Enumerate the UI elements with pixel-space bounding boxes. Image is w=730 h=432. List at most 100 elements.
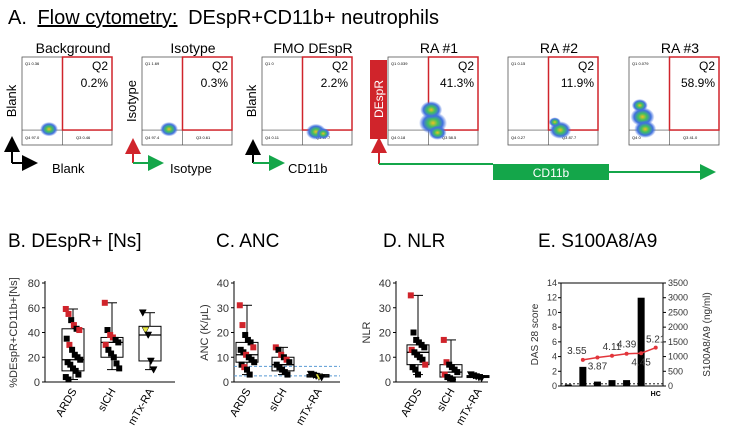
panel-title: E. S100A8/A9 (538, 231, 657, 252)
bar (608, 380, 616, 386)
data-point (113, 360, 120, 367)
panel-title: C. ANC (216, 231, 279, 252)
data-point (251, 359, 258, 366)
data-point (77, 356, 84, 363)
das-point (580, 357, 585, 362)
bar (564, 384, 572, 386)
das-value-label: 4.11 (603, 342, 622, 353)
data-point (146, 357, 155, 365)
x-category-label: ARDS (228, 387, 254, 419)
flow-q2-percent: 58.9% (681, 76, 715, 90)
y-tick-label-right: 2000 (668, 322, 688, 332)
flow-q4-readout: Q4 0.27 (511, 135, 526, 140)
data-point (317, 374, 326, 382)
data-point (454, 369, 461, 376)
cd11b-axis-box (493, 164, 609, 180)
data-point (104, 327, 111, 334)
flow-panel-title: RA #1 (420, 40, 458, 56)
y-tick-label: 60 (28, 303, 40, 315)
data-point (116, 365, 123, 372)
flow-q1-readout: Q1 0.079 (632, 61, 649, 66)
data-point (412, 366, 419, 373)
flow-q3-readout: Q3 0.46 (76, 135, 91, 140)
flow-panel-5: RA #2Q2 11.9% Q1 0.15 Q4 0.27 Q3 87.7 (507, 40, 599, 146)
das-line (582, 346, 656, 361)
flow-axis-fmo: CD11b (245, 139, 328, 176)
y-tick-label: 20 (28, 352, 40, 364)
y-tick-label: 40 (379, 278, 391, 290)
data-point (69, 346, 76, 353)
y-tick-label-right: 1000 (668, 352, 688, 362)
data-point (250, 344, 257, 351)
y-tick-label-right: 3000 (668, 293, 688, 303)
flow-event-cloud (316, 127, 331, 140)
chart-e: E. S100A8/A9 0 2 4 6 8 10 12 14 0 500 1000 1500 2000 2… (530, 231, 713, 398)
bar (637, 297, 645, 386)
hc-label: HC (651, 391, 661, 398)
flow-q2-label: Q2 (458, 59, 474, 73)
flow-x-label-isotype: Isotype (170, 161, 212, 176)
data-point (239, 322, 246, 329)
flow-q1-readout: Q1 0 (265, 61, 274, 66)
data-point (101, 299, 108, 306)
data-point (144, 331, 153, 340)
y-tick-label: 10 (379, 352, 391, 364)
flow-q1-readout: Q1 0.36 (25, 61, 40, 66)
panel-title: D. NLR (383, 231, 445, 252)
das-value-label: 3.87 (588, 362, 608, 373)
y-tick-label-right: 3500 (668, 278, 688, 288)
flow-q2-percent: 0.2% (81, 76, 109, 90)
x-category-label: mTx-RA (454, 386, 485, 427)
data-point (275, 346, 282, 353)
flow-q3-readout: Q3 58.5 (442, 135, 457, 140)
flow-q1-readout: Q1 0.15 (511, 61, 526, 66)
y-tick-label-left: 14 (547, 278, 557, 288)
data-point (65, 376, 72, 383)
figure-title: A. Flow cytometry: DEspR+CD11b+ neutroph… (8, 7, 439, 29)
cd11b-axis-box-label: CD11b (533, 166, 570, 180)
data-point (242, 331, 249, 338)
das-point (610, 353, 614, 358)
data-point (419, 356, 426, 363)
y-tick-label-left: 4 (552, 352, 557, 362)
data-point (70, 322, 77, 329)
y-tick-label: 0 (385, 377, 391, 389)
data-point (286, 359, 293, 366)
panel-title: B. DEspR+ [Ns] (8, 231, 142, 252)
flow-event-cloud (160, 121, 178, 137)
das-point (624, 351, 629, 356)
data-point (440, 336, 447, 343)
flow-q4-readout: Q4 97.4 (145, 135, 160, 140)
das-value-label: 4.39 (617, 340, 637, 351)
y-tick-label-left: 8 (552, 322, 557, 332)
flow-q1-readout: Q1 1.69 (145, 61, 160, 66)
data-point (415, 371, 421, 378)
flow-panel-title: Background (36, 40, 111, 56)
despr-axis-box (370, 60, 387, 139)
flow-axis-blank: Blank (4, 136, 85, 176)
y-tick-label-left: 0 (552, 381, 557, 391)
flow-q2-gate (181, 56, 233, 131)
data-point (110, 354, 117, 361)
y-tick-label: 0 (34, 377, 40, 389)
y-tick-label: 40 (217, 278, 229, 290)
data-point (65, 310, 72, 317)
flow-q3-readout: Q3 87.7 (562, 135, 577, 140)
y-tick-label: 20 (217, 328, 229, 340)
data-point (63, 335, 70, 342)
das-point (653, 345, 658, 350)
y-tick-label: 30 (379, 303, 391, 315)
y-tick-label: 40 (28, 328, 40, 340)
flow-q2-percent: 41.3% (440, 76, 474, 90)
flow-q2-gate (547, 56, 599, 131)
data-point (449, 376, 456, 383)
flow-q2-gate (61, 56, 113, 131)
x-category-label: ARDS (399, 387, 425, 419)
figure-title-letter: A. (8, 7, 27, 29)
flow-panel-title: RA #3 (661, 40, 699, 56)
flow-q2-gate (668, 56, 720, 131)
flow-q2-percent: 0.3% (201, 76, 229, 90)
flow-x-label-cd11b: CD11b (288, 161, 328, 176)
